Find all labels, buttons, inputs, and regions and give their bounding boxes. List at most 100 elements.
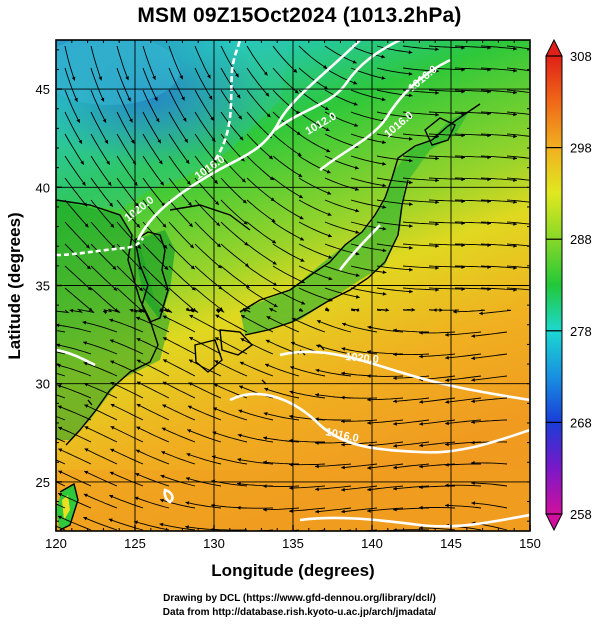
streamline <box>324 221 360 234</box>
streamline <box>272 221 305 241</box>
streamline-arrowhead <box>269 308 274 312</box>
streamline <box>194 133 217 164</box>
streamline-arrowhead <box>159 522 164 527</box>
streamline-arrowhead <box>238 115 242 120</box>
streamline-arrowhead <box>355 273 360 277</box>
streamline <box>187 429 222 443</box>
streamline <box>376 308 390 312</box>
streamline-arrowhead <box>315 417 319 422</box>
streamline <box>376 177 413 184</box>
streamline <box>57 492 92 509</box>
streamline <box>298 67 329 90</box>
streamline-arrowhead <box>445 442 449 447</box>
streamline-arrowhead <box>539 114 543 118</box>
streamline <box>428 155 466 158</box>
streamline-arrowhead <box>237 457 242 462</box>
streamline <box>419 419 456 425</box>
streamline-arrowhead <box>84 448 89 452</box>
streamline <box>64 287 93 312</box>
streamline-arrowhead <box>341 371 345 376</box>
streamline-arrowhead <box>244 241 249 246</box>
streamline-arrowhead <box>300 237 304 241</box>
streamline <box>454 177 492 180</box>
streamline-arrowhead <box>513 244 517 248</box>
streamline-arrowhead <box>355 208 360 213</box>
streamline <box>220 265 250 289</box>
streamline-arrowhead <box>83 341 87 345</box>
streamline-arrowhead <box>192 307 197 312</box>
streamline-arrowhead <box>315 509 319 514</box>
streamline <box>56 437 66 443</box>
streamline-arrowhead <box>315 393 319 397</box>
streamline-arrowhead <box>110 426 115 430</box>
streamline <box>186 453 222 465</box>
streamline <box>454 155 492 158</box>
colorbar: 308 298 288 278 268 258 <box>545 38 592 532</box>
streamline <box>350 221 387 230</box>
streamline-arrowhead <box>32 449 36 453</box>
streamline-arrowhead <box>316 320 321 324</box>
streamline-arrowhead <box>316 344 321 348</box>
streamline <box>82 321 118 333</box>
streamline-arrowhead <box>513 265 517 270</box>
streamline-arrowhead <box>513 134 517 139</box>
streamline-arrowhead <box>83 361 88 366</box>
streamline <box>272 133 302 157</box>
isobar-1020-south <box>279 350 530 402</box>
streamline <box>110 448 144 465</box>
streamline-arrowhead <box>539 223 543 227</box>
streamline <box>240 338 274 355</box>
streamline-arrowhead <box>367 325 372 330</box>
streamline <box>272 89 300 115</box>
streamline-arrowhead <box>113 287 118 291</box>
streamline-arrowhead <box>273 282 278 286</box>
streamline-arrowhead <box>57 384 62 389</box>
streamline-arrowhead <box>439 308 443 312</box>
credits: Drawing by DCL (https://www.gfd-dennou.o… <box>0 592 599 620</box>
streamline-arrowhead <box>155 118 160 123</box>
streamline <box>108 518 144 531</box>
streamline-arrowhead <box>130 139 135 144</box>
streamline <box>116 155 138 186</box>
streamline-arrowhead <box>411 307 416 312</box>
streamline-arrowhead <box>355 308 360 313</box>
streamline-arrowhead <box>268 155 273 160</box>
streamline <box>116 111 135 144</box>
streamline-arrowhead <box>298 173 303 177</box>
streamline <box>246 287 278 308</box>
x-tick-label: 130 <box>203 536 225 551</box>
streamline <box>479 309 512 315</box>
colorbar-bottom-triangle <box>545 513 563 532</box>
streamline <box>350 111 386 122</box>
streamline <box>116 199 141 228</box>
streamline <box>367 463 404 469</box>
streamline-arrowhead <box>487 89 491 94</box>
streamline-arrowhead <box>328 255 333 259</box>
streamline <box>289 390 326 399</box>
streamline <box>506 177 530 181</box>
streamline-arrowhead <box>355 230 360 234</box>
streamline-arrowhead <box>409 158 413 163</box>
streamline-arrowhead <box>271 218 276 223</box>
streamline-arrowhead <box>266 113 271 118</box>
streamline-arrowhead <box>341 465 345 470</box>
streamline <box>142 111 162 144</box>
streamline <box>213 407 248 421</box>
streamline-arrowhead <box>112 265 117 270</box>
streamline-arrowhead <box>382 205 387 209</box>
streamline-arrowhead <box>185 477 190 481</box>
streamline-arrowhead <box>289 462 293 467</box>
streamline-arrowhead <box>265 363 269 368</box>
streamline-arrowhead <box>487 67 491 72</box>
streamline <box>57 384 92 399</box>
streamline <box>64 67 78 102</box>
streamline <box>506 89 530 94</box>
streamline-arrowhead <box>266 316 271 320</box>
isobar-label: 1020.0 <box>345 351 380 366</box>
streamline <box>418 507 456 509</box>
streamline-arrowhead <box>367 487 371 492</box>
streamline <box>506 221 530 225</box>
streamline <box>471 353 508 360</box>
streamline <box>58 426 92 443</box>
streamline <box>376 243 413 249</box>
